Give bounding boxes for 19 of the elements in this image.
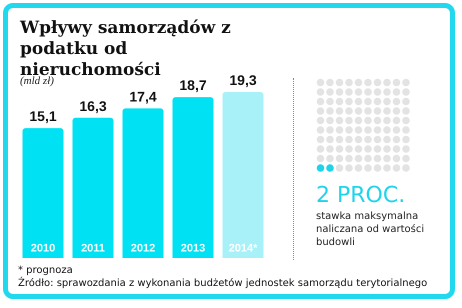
x-tick-label: 2014* [228,242,258,254]
data-label: 18,7 [179,77,207,94]
bar [22,128,64,258]
data-label: 15,1 [29,108,57,124]
text: 2 PROC. [316,182,406,210]
bar [172,97,214,258]
x-tick-label: 2010 [30,242,56,254]
bar [72,118,114,258]
data-label: 17,4 [129,88,157,104]
x-tick-label: 2013 [180,242,206,254]
bar [122,108,164,258]
x-tick-label: 2012 [130,242,156,254]
text: * prognoza [18,265,73,276]
x-tick-label: 2011 [81,242,105,254]
text: Źródło: sprawozdania z wykonania budżetów jednostek samorządu terytorialnego [18,278,428,289]
bar [222,92,264,258]
data-label: 19,3 [229,72,257,88]
text: stawka maksymalna naliczana od wartości budowli [316,210,426,249]
data-label: 16,3 [79,98,107,114]
